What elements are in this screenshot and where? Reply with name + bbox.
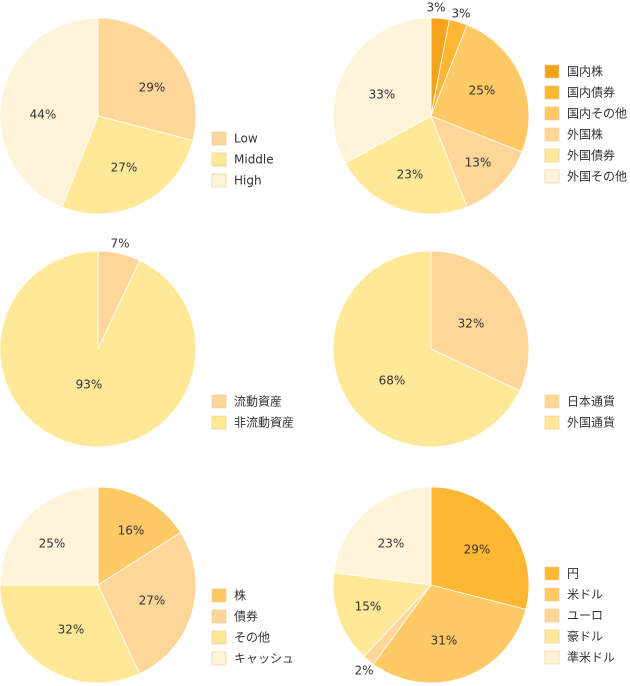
legend-swatch xyxy=(544,106,560,121)
legend-swatch xyxy=(544,127,560,142)
legend-swatch xyxy=(211,651,227,666)
legend-label: 債券 xyxy=(234,609,258,624)
legend-swatch xyxy=(544,629,560,644)
slice-label: 27% xyxy=(111,161,138,175)
legend-swatch xyxy=(211,415,227,430)
slice-label: 3% xyxy=(451,7,470,21)
slice-label: 15% xyxy=(355,600,382,614)
pie-slice xyxy=(372,584,527,684)
legend-label: 外国株 xyxy=(567,127,603,142)
legend-swatch xyxy=(544,650,560,665)
legend-label: キャッシュ xyxy=(234,652,294,666)
legend-label: 米ドル xyxy=(567,588,603,602)
legend-swatch xyxy=(544,85,560,100)
legend-label: Low xyxy=(234,132,258,146)
slice-label: 29% xyxy=(464,543,491,557)
pie-slice xyxy=(0,584,141,684)
slice-label: 27% xyxy=(139,594,166,608)
legend-swatch xyxy=(211,394,227,409)
legend-swatch xyxy=(211,131,227,146)
slice-label: 16% xyxy=(118,524,145,538)
pie-chart-1: 29% 27% 44% Low Middle High xyxy=(0,17,274,215)
legend-swatch xyxy=(211,173,227,188)
slice-label: 31% xyxy=(431,634,458,648)
slice-label: 2% xyxy=(354,664,373,678)
legend-label: Middle xyxy=(234,153,274,167)
legend-label: 準米ドル xyxy=(567,650,615,665)
legend-label: ユーロ xyxy=(567,609,603,623)
legend-swatch xyxy=(211,588,227,603)
legend-swatch xyxy=(211,152,227,167)
pie-slice xyxy=(332,572,432,658)
legend-swatch xyxy=(211,609,227,624)
slice-label: 13% xyxy=(465,156,492,170)
legend-label: 円 xyxy=(567,567,579,581)
legend-swatch xyxy=(544,566,560,581)
legend-label: 国内その他 xyxy=(567,107,627,121)
legend-swatch xyxy=(544,64,560,79)
pie-slice xyxy=(61,115,194,215)
slice-label: 93% xyxy=(76,378,103,392)
legend-label: 株 xyxy=(234,588,246,603)
slice-label: 25% xyxy=(39,537,66,551)
slice-label: 3% xyxy=(426,1,445,15)
pie-slice xyxy=(332,250,521,448)
pie-slice xyxy=(0,250,197,448)
slice-label: 32% xyxy=(58,623,85,637)
legend-label: 外国債券 xyxy=(567,148,615,163)
slice-label: 23% xyxy=(378,537,405,551)
slice-label: 32% xyxy=(458,317,485,331)
legend: Low Middle High xyxy=(211,131,274,188)
legend-label: 国内株 xyxy=(567,64,603,79)
slice-label: 7% xyxy=(110,237,129,251)
legend-label: 外国通貨 xyxy=(567,415,615,430)
pie-slice xyxy=(344,115,468,215)
pie-slice xyxy=(430,486,530,610)
pie-slice xyxy=(333,486,432,586)
pie-slice xyxy=(332,17,432,164)
legend-label: 非流動資産 xyxy=(234,415,294,430)
slice-label: 25% xyxy=(469,84,496,98)
pie-slice xyxy=(0,17,99,208)
legend-label: 外国その他 xyxy=(567,170,627,184)
legend-swatch xyxy=(544,169,560,184)
legend-label: 豪ドル xyxy=(567,629,603,644)
legend-label: 日本通貨 xyxy=(567,394,615,409)
legend-label: その他 xyxy=(234,631,270,645)
slice-label: 68% xyxy=(379,374,406,388)
legend-swatch xyxy=(544,415,560,430)
pie-slice xyxy=(97,486,182,586)
legend-swatch xyxy=(211,630,227,645)
slice-label: 29% xyxy=(139,81,166,95)
pie-slice xyxy=(430,115,523,208)
legend-swatch xyxy=(544,394,560,409)
legend-swatch xyxy=(544,608,560,623)
pie-slice xyxy=(430,24,530,153)
pie-slice xyxy=(97,17,197,141)
slice-label: 44% xyxy=(30,108,57,122)
slice-label: 33% xyxy=(369,88,396,102)
legend-label: High xyxy=(234,174,262,188)
pie-slice xyxy=(97,531,197,675)
legend-label: 流動資産 xyxy=(234,394,282,409)
slice-label: 23% xyxy=(397,168,424,182)
legend-swatch xyxy=(544,587,560,602)
pie-slice xyxy=(0,486,99,586)
pie-slice xyxy=(430,250,530,392)
legend-swatch xyxy=(544,148,560,163)
legend-label: 国内債券 xyxy=(567,85,615,100)
